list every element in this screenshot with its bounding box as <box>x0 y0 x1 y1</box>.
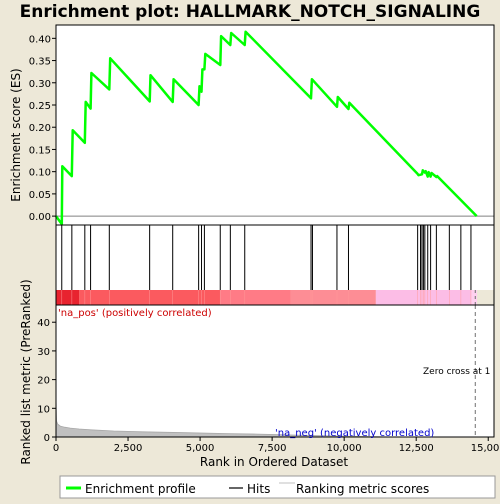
x-tick-label: 10,000 <box>327 443 362 454</box>
es-y-tick-label: 0.15 <box>29 145 51 156</box>
gradient-segment <box>470 290 477 305</box>
es-panel: 0.00 0.05 0.10 0.15 0.20 0.25 0.30 0.35 0.40 <box>29 30 494 226</box>
legend-label-enrichment: Enrichment profile <box>85 482 196 496</box>
gradient-segment <box>220 290 291 305</box>
ranking-panel-bg <box>56 305 494 437</box>
legend-box <box>59 475 496 499</box>
x-tick-label: 2,500 <box>114 443 143 454</box>
x-axis-label: Rank in Ordered Dataset <box>200 455 348 469</box>
es-y-axis-label: Enrichment score (ES) <box>9 68 23 201</box>
legend-label-ranking: Ranking metric scores <box>296 482 429 496</box>
es-y-tick-label: 0.25 <box>29 101 51 112</box>
gradient-bar <box>56 290 477 305</box>
es-panel-bg <box>56 25 494 225</box>
ranking-panel: 0 10 20 30 40 0 2,500 5,000 7,500 10,000 12,500 15,… <box>37 290 500 454</box>
es-y-tick-label: 0.40 <box>29 34 51 45</box>
rank-y-tick-label: 20 <box>37 376 50 387</box>
ranking-panel-frame <box>55 304 495 438</box>
es-y-tick-label: 0.20 <box>29 123 51 134</box>
rank-y-tick-label: 30 <box>37 347 50 358</box>
gradient-segment <box>56 290 80 305</box>
chart-title: Enrichment plot: HALLMARK_NOTCH_SIGNALIN… <box>20 2 481 22</box>
x-tick-label: 7,500 <box>258 443 287 454</box>
zero-cross-label: Zero cross at 1 <box>423 367 490 377</box>
rank-y-tick-label: 40 <box>37 318 50 329</box>
pos-correlated-label: 'na_pos' (positively correlated) <box>58 308 212 319</box>
legend: Enrichment profile Hits Ranking metric s… <box>59 475 496 499</box>
ranking-y-axis-label: Ranked list metric (PreRanked) <box>19 279 33 464</box>
enrichment-profile-line <box>54 30 478 226</box>
neg-correlated-label: 'na_neg' (negatively correlated) <box>275 428 434 439</box>
es-y-tick-label: 0.05 <box>29 190 51 201</box>
rank-y-tick-label: 10 <box>37 404 50 415</box>
gradient-segment <box>290 290 376 305</box>
x-tick-label: 0 <box>53 443 59 454</box>
es-y-tick-label: 0.00 <box>29 212 51 223</box>
x-tick-label: 15,000 <box>471 443 500 454</box>
x-tick-label: 5,000 <box>186 443 215 454</box>
es-y-tick-label: 0.10 <box>29 168 51 179</box>
legend-label-hits: Hits <box>247 482 270 496</box>
es-y-tick-label: 0.35 <box>29 57 51 68</box>
hits-panel-bg <box>56 225 494 290</box>
rank-y-tick-label: 0 <box>44 433 50 444</box>
es-y-tick-label: 0.30 <box>29 79 51 90</box>
x-tick-label: 12,500 <box>399 443 434 454</box>
hits-panel <box>61 225 472 290</box>
